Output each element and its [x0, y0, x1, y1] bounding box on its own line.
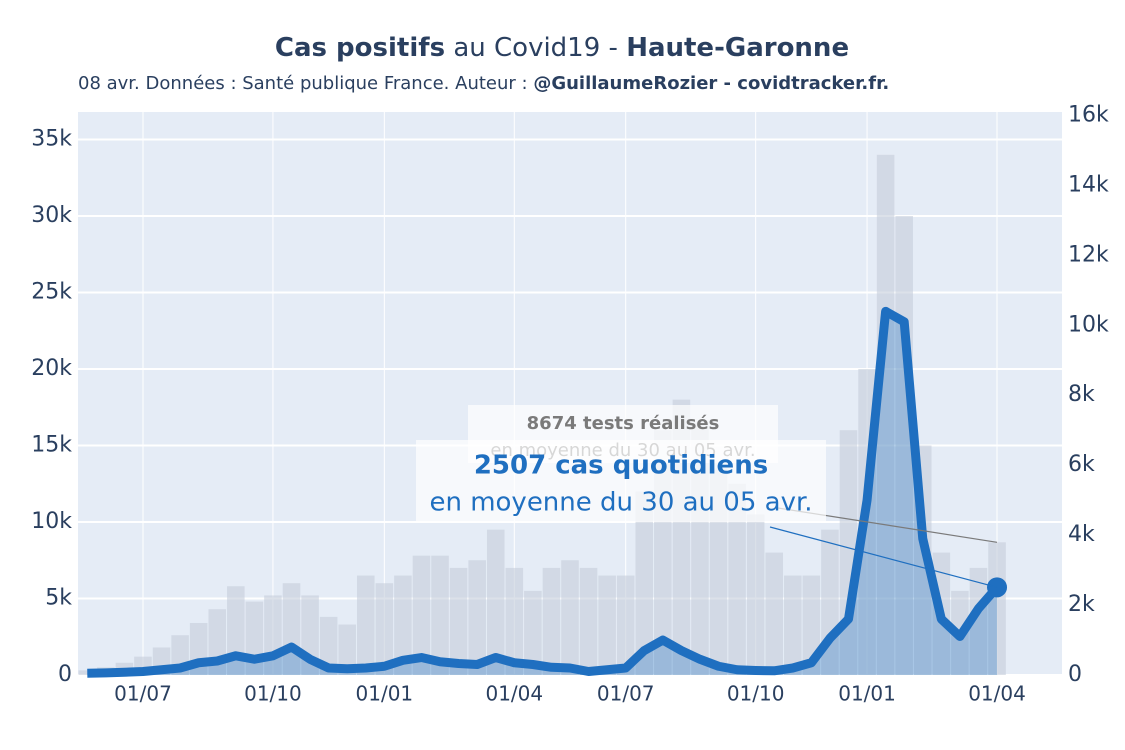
bar	[746, 514, 765, 675]
y2-tick-label: 2k	[1068, 592, 1095, 617]
bar	[579, 567, 598, 675]
bar	[728, 483, 746, 675]
x-tick-label: 01/10	[727, 682, 785, 706]
y2-tick-label: 4k	[1068, 522, 1095, 547]
bar	[505, 567, 524, 675]
bar	[542, 567, 561, 675]
bar	[969, 567, 988, 675]
chart-subtitle: 08 avr. Données : Santé publique France.…	[78, 73, 889, 94]
title-normal: au Covid19 -	[445, 33, 626, 63]
annotation-title: 8674 tests réalisés	[527, 413, 720, 434]
annotation-title: 2507 cas quotidiens	[474, 451, 768, 481]
subtitle-bold: @GuillaumeRozier - covidtracker.fr.	[533, 73, 889, 94]
bar	[449, 567, 468, 675]
bar	[524, 590, 542, 675]
x-tick-label: 01/04	[485, 682, 543, 706]
y-tick-label: 15k	[31, 433, 72, 458]
bar	[988, 542, 1006, 675]
title-bold: Haute-Garonne	[626, 33, 849, 63]
x-tick-label: 01/01	[356, 682, 414, 706]
bar	[468, 560, 486, 675]
annotations: 8674 tests réalisés en moyenne du 30 au 0…	[416, 405, 998, 588]
bar	[412, 555, 431, 675]
y-tick-label: 35k	[31, 127, 72, 152]
x-tick-label: 01/07	[597, 682, 655, 706]
annotation-box	[416, 440, 826, 522]
y-tick-label: 20k	[31, 356, 72, 381]
bar	[486, 529, 505, 675]
line	[87, 306, 1001, 678]
x-tick-label: 01/04	[968, 682, 1026, 706]
y2-tick-label: 10k	[1068, 312, 1109, 337]
bar	[431, 555, 449, 675]
bar	[765, 552, 784, 675]
bar	[375, 583, 394, 675]
chart-title: Cas positifs au Covid19 - Haute-Garonne	[275, 33, 849, 63]
y-tick-label: 0	[58, 662, 72, 687]
y2-tick-label: 14k	[1068, 172, 1109, 197]
bar	[561, 560, 579, 675]
x-tick-label: 01/10	[244, 682, 302, 706]
title-bold: Cas positifs	[275, 33, 445, 63]
y2-tick-label: 8k	[1068, 382, 1095, 407]
bar	[876, 154, 895, 675]
bar	[784, 575, 802, 675]
y2-tick-label: 0	[1068, 662, 1082, 687]
y-tick-label: 5k	[45, 586, 72, 611]
annotation-arrow	[769, 526, 998, 588]
annotation-subtitle: en moyenne du 30 au 05 avr.	[429, 488, 812, 518]
y-tick-label: 30k	[31, 203, 72, 228]
y2-tick-label: 6k	[1068, 452, 1095, 477]
bar	[356, 575, 375, 675]
bar	[394, 575, 412, 675]
y-tick-label: 25k	[31, 280, 72, 305]
y-tick-label: 10k	[31, 509, 72, 534]
bar	[598, 575, 616, 675]
axes: 0 5k 10k 15k 20k 25k 30k 35k 0 2k 4k 6k 8k 10k 12k 14k 1…	[31, 102, 1109, 705]
y2-tick-label: 16k	[1068, 102, 1109, 127]
bar	[319, 616, 338, 675]
x-tick-label: 01/07	[114, 682, 172, 706]
y2-tick-label: 12k	[1068, 242, 1109, 267]
bar	[616, 575, 635, 675]
subtitle-normal: 08 avr. Données : Santé publique France.…	[78, 73, 533, 94]
bar	[338, 624, 356, 675]
x-tick-label: 01/01	[838, 682, 896, 706]
bar	[635, 491, 654, 675]
